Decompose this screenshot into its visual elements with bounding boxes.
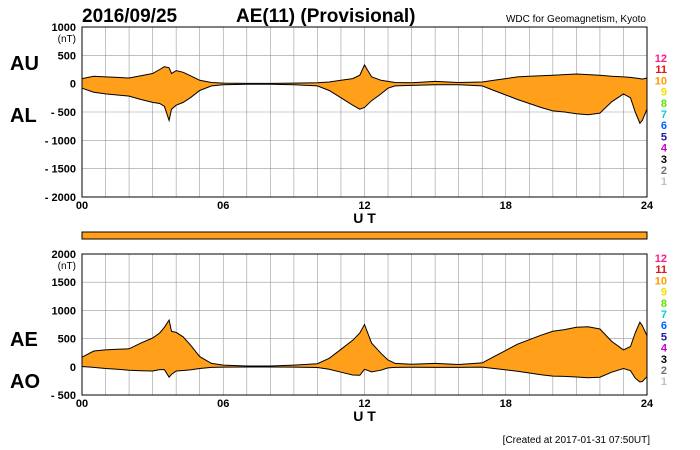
y-unit-label: (nT) bbox=[58, 34, 76, 45]
series-label: AU bbox=[10, 53, 39, 75]
station-legend-item: 8 bbox=[661, 98, 667, 110]
station-legend-item: 1 bbox=[661, 376, 667, 388]
station-coverage-bar bbox=[81, 231, 648, 240]
station-legend-item: 4 bbox=[661, 343, 668, 355]
station-legend-item: 9 bbox=[661, 87, 667, 99]
station-legend-item: 1 bbox=[661, 176, 667, 188]
station-legend-item: 11 bbox=[655, 64, 667, 76]
x-tick-label: 06 bbox=[217, 398, 229, 410]
date-title: 2016/09/25 bbox=[82, 6, 178, 27]
y-tick-label: - 2000 bbox=[45, 192, 76, 204]
station-legend-item: 12 bbox=[655, 253, 667, 265]
station-legend-item: 2 bbox=[661, 365, 667, 377]
y-tick-label: - 500 bbox=[51, 107, 76, 119]
series-label: AO bbox=[10, 371, 40, 393]
x-axis-label: U T bbox=[353, 210, 376, 226]
y-tick-label: 500 bbox=[58, 334, 76, 346]
station-legend-item: 3 bbox=[661, 354, 667, 366]
station-legend-item: 10 bbox=[655, 75, 667, 87]
station-legend-item: 4 bbox=[661, 143, 668, 155]
y-tick-label: 1500 bbox=[52, 277, 76, 289]
x-tick-label: 12 bbox=[358, 398, 370, 410]
station-legend-item: 11 bbox=[655, 264, 667, 276]
x-tick-label: 24 bbox=[641, 398, 654, 410]
y-tick-label: - 500 bbox=[51, 390, 76, 402]
x-tick-label: 18 bbox=[500, 200, 512, 212]
station-legend-item: 5 bbox=[661, 331, 667, 343]
station-legend-item: 6 bbox=[661, 320, 667, 332]
source-label: WDC for Geomagnetism, Kyoto bbox=[506, 14, 646, 25]
x-tick-label: 00 bbox=[76, 398, 88, 410]
lower-series-line bbox=[81, 366, 648, 383]
x-tick-label: 06 bbox=[217, 200, 229, 212]
plot-frame bbox=[81, 26, 648, 198]
station-legend-item: 2 bbox=[661, 165, 667, 177]
chart-title: AE(11) (Provisional) bbox=[236, 6, 416, 27]
station-legend-item: 6 bbox=[661, 120, 667, 132]
lower-series-line bbox=[81, 83, 648, 125]
series-label: AL bbox=[10, 105, 37, 127]
station-legend-item: 5 bbox=[661, 131, 667, 143]
station-legend-item: 9 bbox=[661, 287, 667, 299]
x-tick-label: 18 bbox=[500, 398, 512, 410]
station-legend-item: 8 bbox=[661, 298, 667, 310]
station-legend-item: 3 bbox=[661, 154, 667, 166]
y-tick-label: 2000 bbox=[52, 249, 76, 261]
station-legend-item: 7 bbox=[661, 309, 667, 321]
y-tick-label: 1000 bbox=[52, 305, 76, 317]
y-tick-label: - 1000 bbox=[45, 135, 76, 147]
created-timestamp: [Created at 2017-01-31 07:50UT] bbox=[503, 435, 651, 446]
y-tick-label: 500 bbox=[58, 50, 76, 62]
y-unit-label: (nT) bbox=[58, 261, 76, 272]
x-axis-label: U T bbox=[353, 408, 376, 424]
au-al-panel: 1000 500 0 - 500 - 1000 - 1500 - 2000 (nT) 00 06 1… bbox=[10, 22, 668, 226]
series-label: AE bbox=[10, 329, 38, 351]
x-tick-label: 24 bbox=[641, 200, 654, 212]
y-tick-label: 1000 bbox=[52, 22, 76, 34]
plot-frame bbox=[81, 253, 648, 396]
x-tick-label: 12 bbox=[358, 200, 370, 212]
x-tick-label: 00 bbox=[76, 200, 88, 212]
station-legend-item: 12 bbox=[655, 53, 667, 65]
y-tick-label: - 1500 bbox=[45, 164, 76, 176]
y-tick-label: 0 bbox=[70, 79, 76, 91]
station-legend-item: 10 bbox=[655, 275, 667, 287]
y-tick-label: 0 bbox=[70, 362, 76, 374]
station-legend-item: 7 bbox=[661, 109, 667, 121]
index-band-area bbox=[82, 65, 647, 124]
index-band-area bbox=[82, 320, 647, 382]
upper-series-line bbox=[81, 63, 648, 84]
upper-series-line bbox=[81, 318, 648, 367]
